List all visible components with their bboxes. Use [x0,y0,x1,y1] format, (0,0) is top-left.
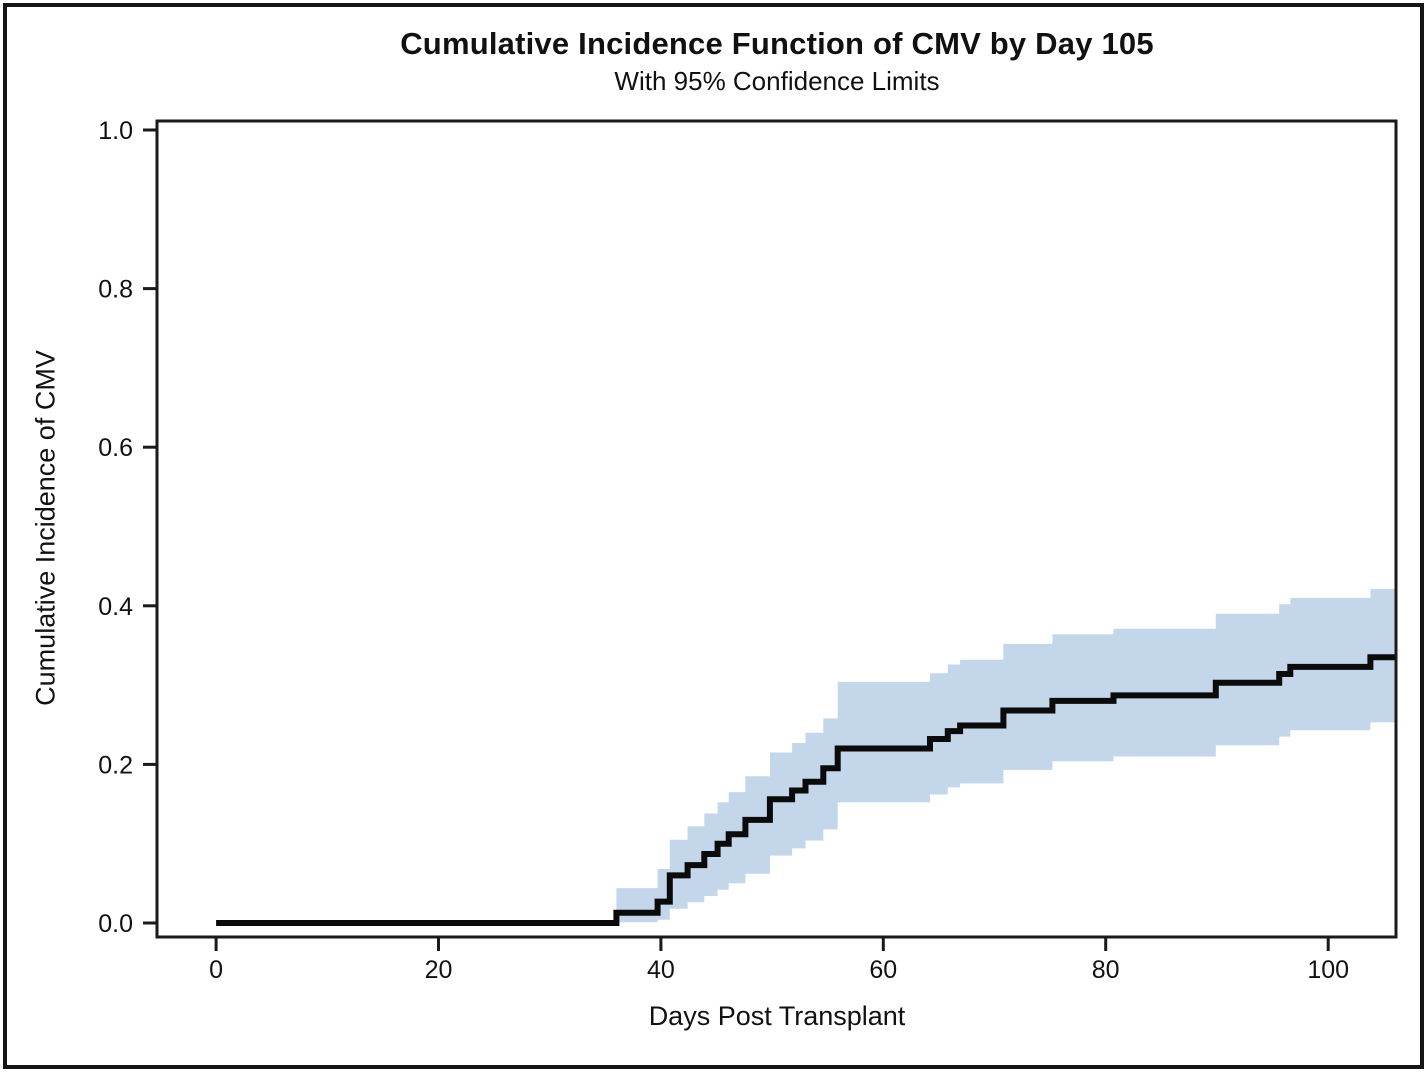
y-tick-label: 0.6 [98,434,133,462]
y-tick-label: 1.0 [98,117,133,145]
x-tick-label: 80 [1092,956,1120,984]
x-axis-label: Days Post Transplant [648,1001,906,1031]
cif-step-curve [216,654,1396,926]
y-tick-label: 0.4 [98,593,133,621]
x-tick-label: 40 [647,956,675,984]
x-tick-label: 20 [425,956,453,984]
chart-title: Cumulative Incidence Function of CMV by … [400,26,1154,61]
x-tick-label: 100 [1307,956,1349,984]
y-tick-label: 0.0 [98,910,133,938]
x-tick-label: 60 [869,956,897,984]
y-tick-label: 0.2 [98,751,133,779]
y-tick-label: 0.8 [98,276,133,304]
x-tick-label: 0 [209,956,223,984]
plot-frame [155,119,1398,939]
confidence-band [616,589,1396,923]
chart-subtitle: With 95% Confidence Limits [614,66,940,96]
